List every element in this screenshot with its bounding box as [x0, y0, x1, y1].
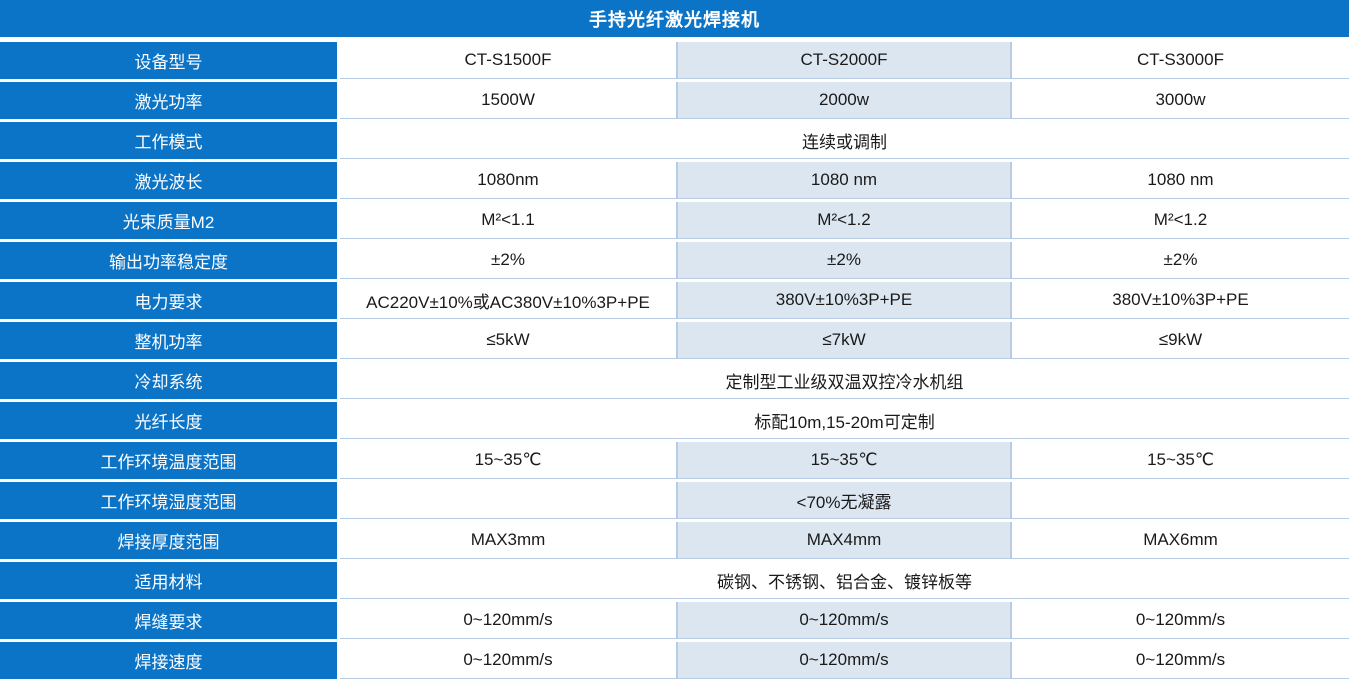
table-row: 电力要求 AC220V±10%或AC380V±10%3P+PE 380V±10%3P…: [0, 282, 1349, 319]
spanning-value-cell: 碳钢、不锈钢、铝合金、镀锌板等: [340, 562, 1349, 599]
row-header-cell: 激光功率: [0, 82, 337, 119]
value-cell-col1: [340, 482, 676, 519]
row-header-cell: 焊接厚度范围: [0, 522, 337, 559]
row-header-cell: 冷却系统: [0, 362, 337, 399]
value-cell-col2: 15~35℃: [676, 442, 1012, 479]
table-row: 光束质量M2 M²<1.1 M²<1.2 M²<1.2: [0, 202, 1349, 239]
value-cell-col2: MAX4mm: [676, 522, 1012, 559]
table-row: 工作环境温度范围 15~35℃ 15~35℃ 15~35℃: [0, 442, 1349, 479]
value-cell-col2: 0~120mm/s: [676, 602, 1012, 639]
table-row: 设备型号 CT-S1500F CT-S2000F CT-S3000F: [0, 42, 1349, 79]
value-cell-col1: 1080nm: [340, 162, 676, 199]
row-header-cell: 光束质量M2: [0, 202, 337, 239]
table-row: 适用材料 碳钢、不锈钢、铝合金、镀锌板等: [0, 562, 1349, 599]
row-header-cell: 电力要求: [0, 282, 337, 319]
value-cell-col1: MAX3mm: [340, 522, 676, 559]
row-data-area: <70%无凝露: [340, 482, 1349, 519]
row-header-cell: 焊缝要求: [0, 602, 337, 639]
value-cell-col1: 15~35℃: [340, 442, 676, 479]
row-data-area: 定制型工业级双温双控冷水机组: [340, 362, 1349, 399]
row-data-area: 1080nm 1080 nm 1080 nm: [340, 162, 1349, 199]
value-cell-col2: <70%无凝露: [676, 482, 1012, 519]
row-header-cell: 输出功率稳定度: [0, 242, 337, 279]
row-header-cell: 工作环境温度范围: [0, 442, 337, 479]
value-cell-col1: 0~120mm/s: [340, 602, 676, 639]
table-row: 整机功率 ≤5kW ≤7kW ≤9kW: [0, 322, 1349, 359]
value-cell-col3: 380V±10%3P+PE: [1012, 282, 1349, 319]
value-cell-col1: CT-S1500F: [340, 42, 676, 79]
value-cell-col2: ≤7kW: [676, 322, 1012, 359]
table-row: 输出功率稳定度 ±2% ±2% ±2%: [0, 242, 1349, 279]
row-header-cell: 适用材料: [0, 562, 337, 599]
value-cell-col2: 380V±10%3P+PE: [676, 282, 1012, 319]
table-row: 激光波长 1080nm 1080 nm 1080 nm: [0, 162, 1349, 199]
table-row: 焊接厚度范围 MAX3mm MAX4mm MAX6mm: [0, 522, 1349, 559]
value-cell-col3: MAX6mm: [1012, 522, 1349, 559]
row-data-area: AC220V±10%或AC380V±10%3P+PE 380V±10%3P+PE 3…: [340, 282, 1349, 319]
row-header-cell: 光纤长度: [0, 402, 337, 439]
value-cell-col2: 0~120mm/s: [676, 642, 1012, 679]
value-cell-col2: 1080 nm: [676, 162, 1012, 199]
row-header-cell: 焊接速度: [0, 642, 337, 679]
row-data-area: M²<1.1 M²<1.2 M²<1.2: [340, 202, 1349, 239]
value-cell-col3: M²<1.2: [1012, 202, 1349, 239]
row-data-area: 0~120mm/s 0~120mm/s 0~120mm/s: [340, 642, 1349, 679]
value-cell-col1: 0~120mm/s: [340, 642, 676, 679]
row-data-area: 15~35℃ 15~35℃ 15~35℃: [340, 442, 1349, 479]
table-row: 光纤长度 标配10m,15-20m可定制: [0, 402, 1349, 439]
row-data-area: 碳钢、不锈钢、铝合金、镀锌板等: [340, 562, 1349, 599]
row-data-area: 连续或调制: [340, 122, 1349, 159]
row-header-cell: 工作环境湿度范围: [0, 482, 337, 519]
table-row: 焊缝要求 0~120mm/s 0~120mm/s 0~120mm/s: [0, 602, 1349, 639]
value-cell-col3: CT-S3000F: [1012, 42, 1349, 79]
spanning-value-cell: 定制型工业级双温双控冷水机组: [340, 362, 1349, 399]
row-data-area: ±2% ±2% ±2%: [340, 242, 1349, 279]
table-row: 工作模式 连续或调制: [0, 122, 1349, 159]
value-cell-col1: ≤5kW: [340, 322, 676, 359]
table-row: 冷却系统 定制型工业级双温双控冷水机组: [0, 362, 1349, 399]
value-cell-col1: M²<1.1: [340, 202, 676, 239]
value-cell-col3: [1012, 482, 1349, 519]
value-cell-col1: AC220V±10%或AC380V±10%3P+PE: [340, 282, 676, 319]
row-header-cell: 设备型号: [0, 42, 337, 79]
table-title: 手持光纤激光焊接机: [0, 0, 1349, 37]
spanning-value-cell: 标配10m,15-20m可定制: [340, 402, 1349, 439]
value-cell-col3: ±2%: [1012, 242, 1349, 279]
row-header-cell: 激光波长: [0, 162, 337, 199]
value-cell-col3: 3000w: [1012, 82, 1349, 119]
table-row: 焊接速度 0~120mm/s 0~120mm/s 0~120mm/s: [0, 642, 1349, 679]
value-cell-col2: CT-S2000F: [676, 42, 1012, 79]
table-row: 工作环境湿度范围 <70%无凝露: [0, 482, 1349, 519]
value-cell-col3: 0~120mm/s: [1012, 642, 1349, 679]
row-data-area: CT-S1500F CT-S2000F CT-S3000F: [340, 42, 1349, 79]
row-header-cell: 工作模式: [0, 122, 337, 159]
row-data-area: 标配10m,15-20m可定制: [340, 402, 1349, 439]
value-cell-col3: 0~120mm/s: [1012, 602, 1349, 639]
row-data-area: MAX3mm MAX4mm MAX6mm: [340, 522, 1349, 559]
value-cell-col3: 1080 nm: [1012, 162, 1349, 199]
value-cell-col1: ±2%: [340, 242, 676, 279]
table-body: 设备型号 CT-S1500F CT-S2000F CT-S3000F 激光功率 1500W…: [0, 42, 1349, 679]
row-data-area: ≤5kW ≤7kW ≤9kW: [340, 322, 1349, 359]
row-data-area: 0~120mm/s 0~120mm/s 0~120mm/s: [340, 602, 1349, 639]
value-cell-col2: 2000w: [676, 82, 1012, 119]
table-row: 激光功率 1500W 2000w 3000w: [0, 82, 1349, 119]
row-data-area: 1500W 2000w 3000w: [340, 82, 1349, 119]
row-header-cell: 整机功率: [0, 322, 337, 359]
spanning-value-cell: 连续或调制: [340, 122, 1349, 159]
value-cell-col3: ≤9kW: [1012, 322, 1349, 359]
value-cell-col2: ±2%: [676, 242, 1012, 279]
value-cell-col1: 1500W: [340, 82, 676, 119]
value-cell-col2: M²<1.2: [676, 202, 1012, 239]
value-cell-col3: 15~35℃: [1012, 442, 1349, 479]
